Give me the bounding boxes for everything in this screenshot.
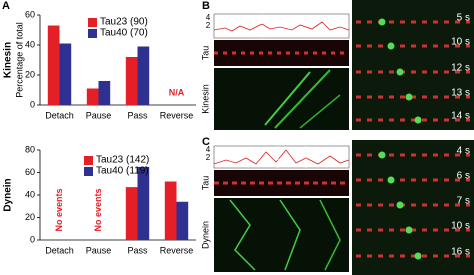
kymo-track bbox=[299, 94, 341, 129]
motor-spot bbox=[387, 42, 395, 50]
bar bbox=[125, 57, 138, 105]
kymo-track bbox=[319, 199, 341, 271]
legend-swatch bbox=[84, 156, 93, 165]
profile-trace bbox=[213, 21, 350, 32]
x-tick-label: Reverse bbox=[160, 110, 194, 120]
profile-tick-label: 4 bbox=[206, 13, 211, 22]
time-label: 6 s bbox=[457, 171, 470, 182]
bar bbox=[164, 181, 177, 240]
note: N/A bbox=[169, 87, 185, 97]
profile-box bbox=[213, 13, 350, 39]
motor-spot bbox=[405, 226, 413, 234]
micrograph-c bbox=[213, 140, 474, 275]
x-tick-label: Pause bbox=[86, 245, 112, 255]
legend-label: Tau40 (119) bbox=[96, 166, 149, 177]
x-tick-label: Pass bbox=[127, 110, 148, 120]
x-tick-label: Pause bbox=[86, 110, 112, 120]
y-tick-label: 20 bbox=[25, 212, 35, 222]
y-tick-label: 60 bbox=[25, 167, 35, 177]
motor-spot bbox=[396, 68, 404, 76]
bar bbox=[137, 46, 150, 105]
bar bbox=[86, 88, 99, 105]
motor-spot bbox=[378, 151, 386, 159]
profile-tick-label: 2 bbox=[206, 21, 211, 30]
kymo-track bbox=[264, 71, 311, 126]
profile-tick-label: 4 bbox=[206, 145, 211, 154]
kymo-track bbox=[274, 69, 331, 129]
tau-image bbox=[214, 40, 349, 66]
time-label: 10 s bbox=[451, 37, 470, 48]
row-label: Dynein bbox=[200, 221, 210, 249]
motor-spot bbox=[414, 116, 422, 124]
micrograph-b bbox=[213, 0, 474, 130]
bar bbox=[137, 166, 150, 240]
motor-spot bbox=[378, 18, 386, 26]
x-tick-label: Detach bbox=[45, 110, 74, 120]
time-label: 13 s bbox=[451, 88, 470, 99]
panel-label: B bbox=[202, 0, 210, 12]
legend-swatch bbox=[88, 29, 97, 38]
time-label: 14 s bbox=[451, 111, 470, 122]
y-tick-label: 40 bbox=[25, 189, 35, 199]
y-tick-label: 0 bbox=[30, 99, 35, 109]
panel-label: C bbox=[202, 136, 210, 148]
motor-spot bbox=[396, 201, 404, 209]
motor-image bbox=[214, 198, 349, 272]
note: No events bbox=[54, 188, 64, 231]
note: No events bbox=[93, 188, 103, 231]
chart-title: Kinesin bbox=[3, 42, 14, 78]
time-label: 7 s bbox=[457, 196, 470, 207]
y-tick-label: 0 bbox=[30, 234, 35, 244]
profile-trace bbox=[213, 149, 350, 165]
motor-image bbox=[214, 68, 349, 130]
x-tick-label: Reverse bbox=[160, 245, 194, 255]
legend-swatch bbox=[88, 18, 97, 27]
row-label: Kinesin bbox=[200, 84, 210, 114]
kymo-track bbox=[279, 199, 301, 271]
motor-spot bbox=[387, 176, 395, 184]
y-tick-label: 40 bbox=[25, 39, 35, 49]
bar bbox=[59, 43, 72, 105]
bar bbox=[125, 187, 138, 240]
bar bbox=[47, 25, 60, 105]
legend-swatch bbox=[84, 167, 93, 176]
row-label: Tau bbox=[200, 46, 210, 61]
y-tick-label: 60 bbox=[25, 9, 35, 19]
time-label: 10 s bbox=[451, 221, 470, 232]
chart-title: Dynein bbox=[3, 178, 14, 211]
time-label: 4 s bbox=[457, 146, 470, 157]
profile-tick-label: 2 bbox=[206, 153, 211, 162]
legend-label: Tau23 (90) bbox=[100, 17, 148, 28]
row-label: Tau bbox=[200, 176, 210, 191]
legend-label: Tau40 (70) bbox=[100, 28, 148, 39]
y-tick-label: 20 bbox=[25, 69, 35, 79]
x-tick-label: Pass bbox=[127, 245, 148, 255]
x-tick-label: Detach bbox=[45, 245, 74, 255]
time-label: 16 s bbox=[451, 247, 470, 258]
time-label: 5 s bbox=[457, 13, 470, 24]
motor-spot bbox=[414, 252, 422, 260]
time-label: 12 s bbox=[451, 63, 470, 74]
bar bbox=[176, 201, 189, 240]
time-series-image bbox=[352, 140, 474, 275]
y-axis-label: Percentage of total bbox=[14, 22, 24, 98]
legend-label: Tau23 (142) bbox=[96, 155, 149, 166]
kymo-track bbox=[229, 199, 256, 271]
motor-spot bbox=[405, 93, 413, 101]
panel-label: A bbox=[2, 0, 10, 12]
y-tick-label: 80 bbox=[25, 144, 35, 154]
bar bbox=[98, 81, 111, 105]
